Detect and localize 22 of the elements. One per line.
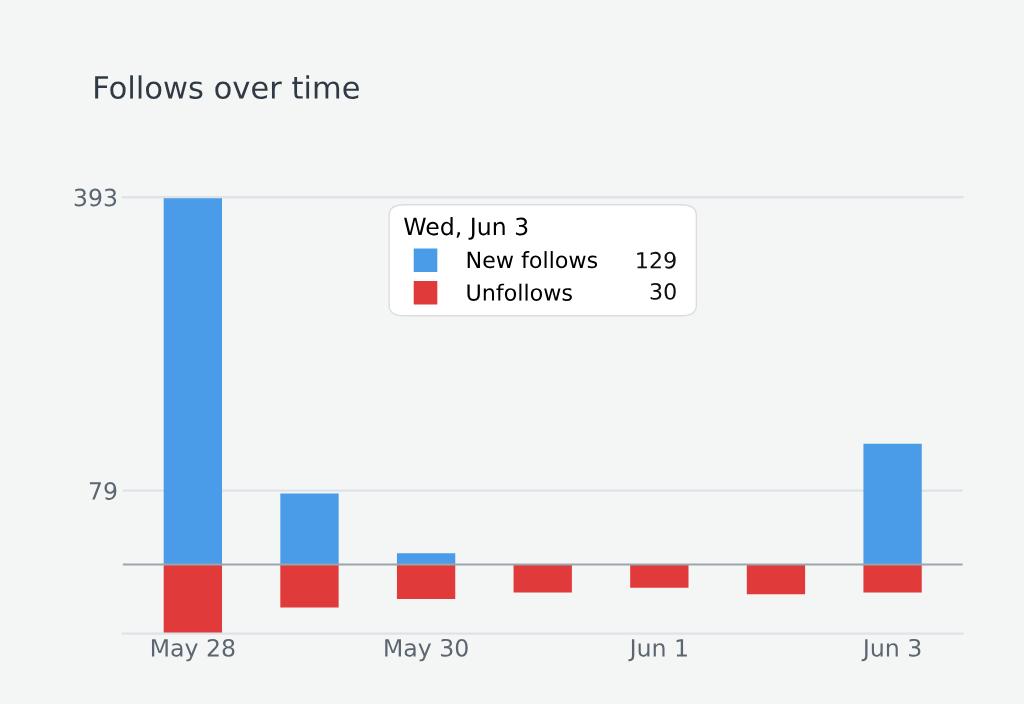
chart-title: Follows over time (95, 75, 359, 99)
x-tick-label: May 30 (385, 638, 468, 662)
annotation: 129 (637, 251, 676, 269)
bar (863, 564, 922, 593)
y-tick-label: 79 (89, 482, 117, 500)
legend-title: Wed, Jun 3 (404, 217, 528, 240)
bar (396, 564, 456, 600)
bar (280, 493, 339, 565)
x-tick-label: May 28 (151, 638, 235, 662)
bar (163, 197, 223, 565)
legend-label: New follows (467, 251, 598, 269)
bar (630, 564, 689, 588)
x-tick-label: Jun 1 (628, 639, 687, 662)
bar (513, 564, 572, 593)
annotation: 30 (650, 282, 676, 300)
y-tick-label: 393 (74, 188, 117, 207)
x-tick-label: Jun 3 (861, 638, 921, 662)
bar (163, 564, 223, 634)
legend-label: Unfollows (467, 283, 572, 301)
bar (280, 564, 339, 608)
bar (746, 564, 806, 595)
bar (863, 443, 922, 565)
